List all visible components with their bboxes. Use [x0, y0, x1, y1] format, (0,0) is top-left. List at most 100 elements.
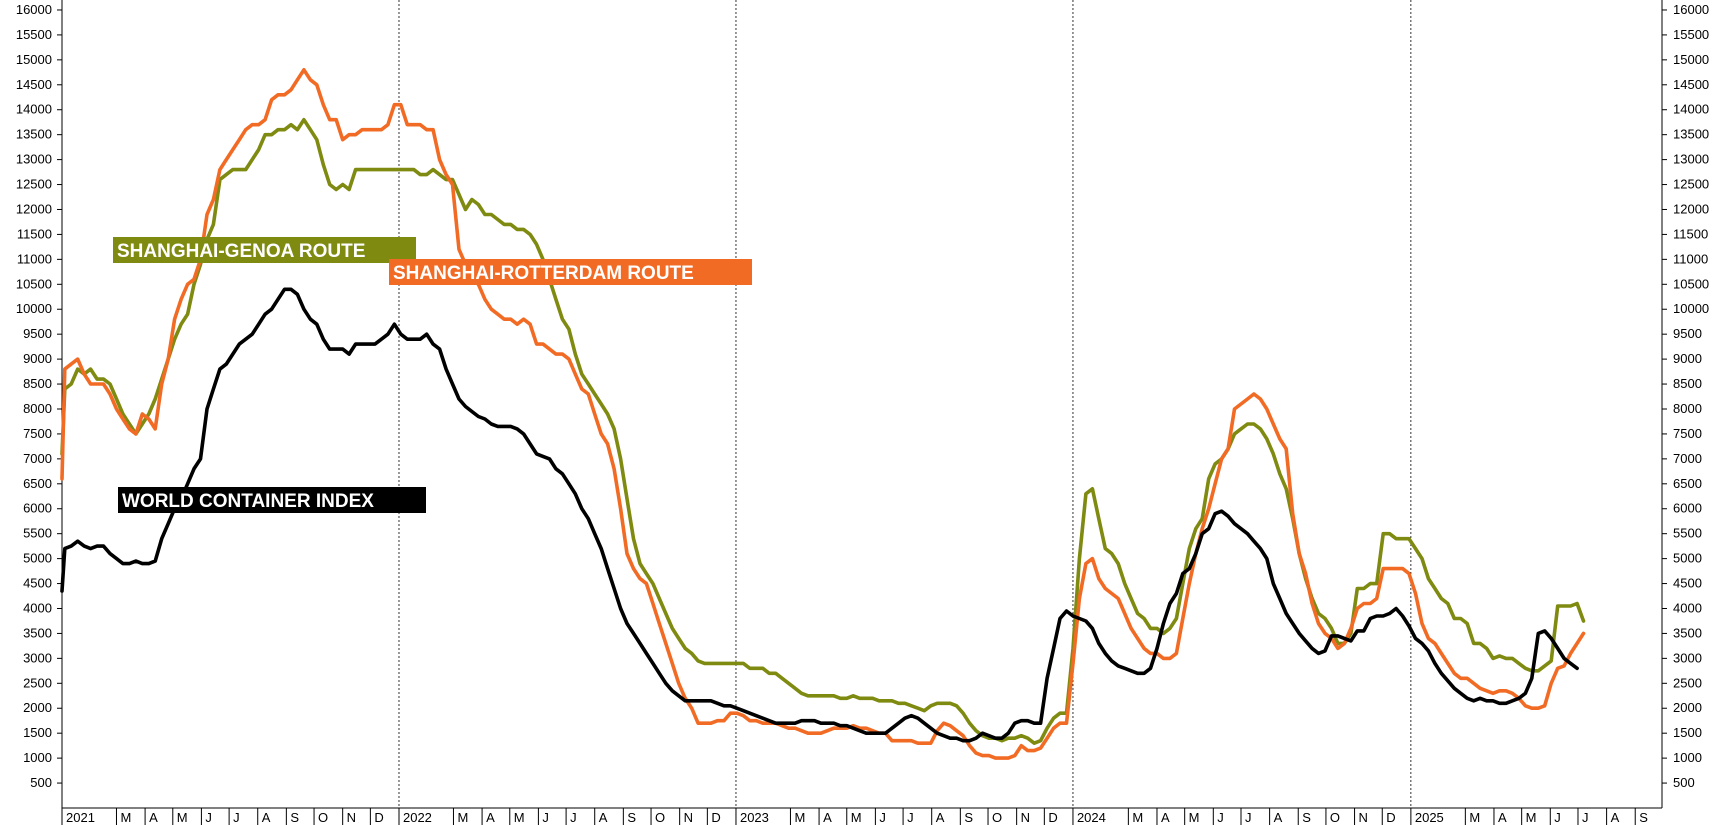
- y-tick-label-right: 1000: [1673, 750, 1702, 765]
- y-tick-label-right: 14000: [1673, 102, 1709, 117]
- x-tick-label: S: [1302, 810, 1311, 825]
- y-tick-label-left: 16000: [16, 2, 52, 17]
- x-tick-label: M: [514, 810, 525, 825]
- x-tick-label: M: [794, 810, 805, 825]
- y-tick-label-left: 8500: [23, 376, 52, 391]
- y-tick-label-right: 13000: [1673, 152, 1709, 167]
- y-tick-label-left: 11000: [17, 251, 52, 266]
- x-tick-label: N: [347, 810, 356, 825]
- y-tick-label-right: 11000: [1673, 251, 1708, 266]
- y-axis-ticks: 500 500 1000 1000 1500 1500 2000 2000 2500 2500 30…: [16, 2, 1709, 790]
- y-tick-label-right: 6500: [1673, 476, 1702, 491]
- x-tick-label: J: [233, 810, 240, 825]
- x-tick-label: S: [627, 810, 636, 825]
- y-tick-label-right: 11500: [1673, 226, 1708, 241]
- y-tick-label-left: 12000: [16, 201, 52, 216]
- x-tick-label: J: [907, 810, 914, 825]
- y-tick-label-right: 5500: [1673, 526, 1702, 541]
- y-tick-label-left: 7000: [23, 451, 52, 466]
- x-tick-label: A: [1611, 810, 1620, 825]
- x-tick-label: O: [1330, 810, 1340, 825]
- x-tick-label: A: [486, 810, 495, 825]
- y-tick-label-left: 2500: [23, 675, 52, 690]
- y-tick-label-left: 4000: [23, 600, 52, 615]
- x-tick-label: 2021: [66, 810, 95, 825]
- y-tick-label-right: 9000: [1673, 351, 1702, 366]
- x-tick-label: J: [1582, 810, 1589, 825]
- x-tick-label: 2023: [740, 810, 769, 825]
- x-tick-label: A: [823, 810, 832, 825]
- y-tick-label-right: 15500: [1673, 27, 1709, 42]
- y-tick-label-right: 12000: [1673, 201, 1709, 216]
- label-rotterdam-background: [389, 259, 752, 285]
- y-tick-label-right: 12500: [1673, 177, 1709, 192]
- y-tick-label-right: 3500: [1673, 625, 1702, 640]
- y-tick-label-left: 15000: [16, 52, 52, 67]
- x-tick-label: A: [1161, 810, 1170, 825]
- label-wci-background: [118, 487, 426, 513]
- y-tick-label-right: 3000: [1673, 650, 1702, 665]
- y-tick-label-right: 13500: [1673, 127, 1709, 142]
- y-tick-label-right: 9500: [1673, 326, 1702, 341]
- y-tick-label-left: 10000: [16, 301, 52, 316]
- x-tick-label: S: [964, 810, 973, 825]
- x-tick-label: J: [879, 810, 886, 825]
- series-line-world-container-index: [60, 287, 1579, 743]
- x-tick-label: J: [205, 810, 212, 825]
- x-tick-label: A: [1274, 810, 1283, 825]
- y-tick-label-right: 1500: [1673, 725, 1702, 740]
- y-tick-label-left: 13500: [16, 127, 52, 142]
- label-genoa-text: SHANGHAI-GENOA ROUTE: [117, 241, 365, 262]
- series-lines: [60, 68, 1586, 760]
- y-tick-label-left: 15500: [16, 27, 52, 42]
- y-tick-label-right: 15000: [1673, 52, 1709, 67]
- y-tick-label-left: 7500: [23, 426, 52, 441]
- x-tick-label: O: [992, 810, 1002, 825]
- x-tick-label: N: [1021, 810, 1030, 825]
- y-tick-label-right: 8000: [1673, 401, 1702, 416]
- x-tick-label: D: [374, 810, 383, 825]
- y-tick-label-left: 5000: [23, 551, 52, 566]
- x-tick-label: J: [1245, 810, 1252, 825]
- label-shanghai-rotterdam-route: SHANGHAI-ROTTERDAM ROUTE: [389, 259, 752, 285]
- y-tick-label-left: 5500: [23, 526, 52, 541]
- x-tick-label: D: [711, 810, 720, 825]
- y-tick-label-right: 10500: [1673, 276, 1709, 291]
- y-tick-label-left: 10500: [16, 276, 52, 291]
- y-tick-label-right: 7500: [1673, 426, 1702, 441]
- x-tick-label: J: [542, 810, 549, 825]
- x-tick-label: A: [936, 810, 945, 825]
- x-tick-label: J: [570, 810, 577, 825]
- y-tick-label-left: 4500: [23, 576, 52, 591]
- y-tick-label-left: 500: [30, 775, 52, 790]
- y-tick-label-right: 4000: [1673, 600, 1702, 615]
- x-tick-label: J: [1554, 810, 1561, 825]
- y-tick-label-left: 3000: [23, 650, 52, 665]
- y-tick-label-left: 9000: [23, 351, 52, 366]
- x-tick-label: M: [1132, 810, 1143, 825]
- x-tick-label: J: [1217, 810, 1224, 825]
- y-tick-label-right: 4500: [1673, 576, 1702, 591]
- y-tick-label-right: 16000: [1673, 2, 1709, 17]
- y-tick-label-left: 2000: [23, 700, 52, 715]
- x-axis-ticks: 2021 M A M J J A S O N D 2022 M A M J J A S O N D 2023 M A M J J A S O…: [61, 0, 1648, 825]
- x-tick-label: O: [655, 810, 665, 825]
- x-tick-label: O: [318, 810, 328, 825]
- label-genoa-background: [113, 237, 416, 263]
- x-tick-label: M: [1189, 810, 1200, 825]
- x-tick-label: M: [1526, 810, 1537, 825]
- y-tick-label-left: 1500: [23, 725, 52, 740]
- series-line-shanghai-genoa-route: [60, 117, 1586, 745]
- y-tick-label-left: 6000: [23, 501, 52, 516]
- y-tick-label-left: 1000: [23, 750, 52, 765]
- x-tick-label: M: [1469, 810, 1480, 825]
- y-tick-label-right: 2500: [1673, 675, 1702, 690]
- x-tick-label: S: [1639, 810, 1648, 825]
- x-tick-label: A: [1498, 810, 1507, 825]
- y-tick-label-left: 14500: [16, 77, 52, 92]
- x-tick-label: N: [684, 810, 693, 825]
- y-tick-label-right: 2000: [1673, 700, 1702, 715]
- y-tick-label-left: 9500: [23, 326, 52, 341]
- y-tick-label-right: 5000: [1673, 551, 1702, 566]
- x-tick-label: 2022: [403, 810, 432, 825]
